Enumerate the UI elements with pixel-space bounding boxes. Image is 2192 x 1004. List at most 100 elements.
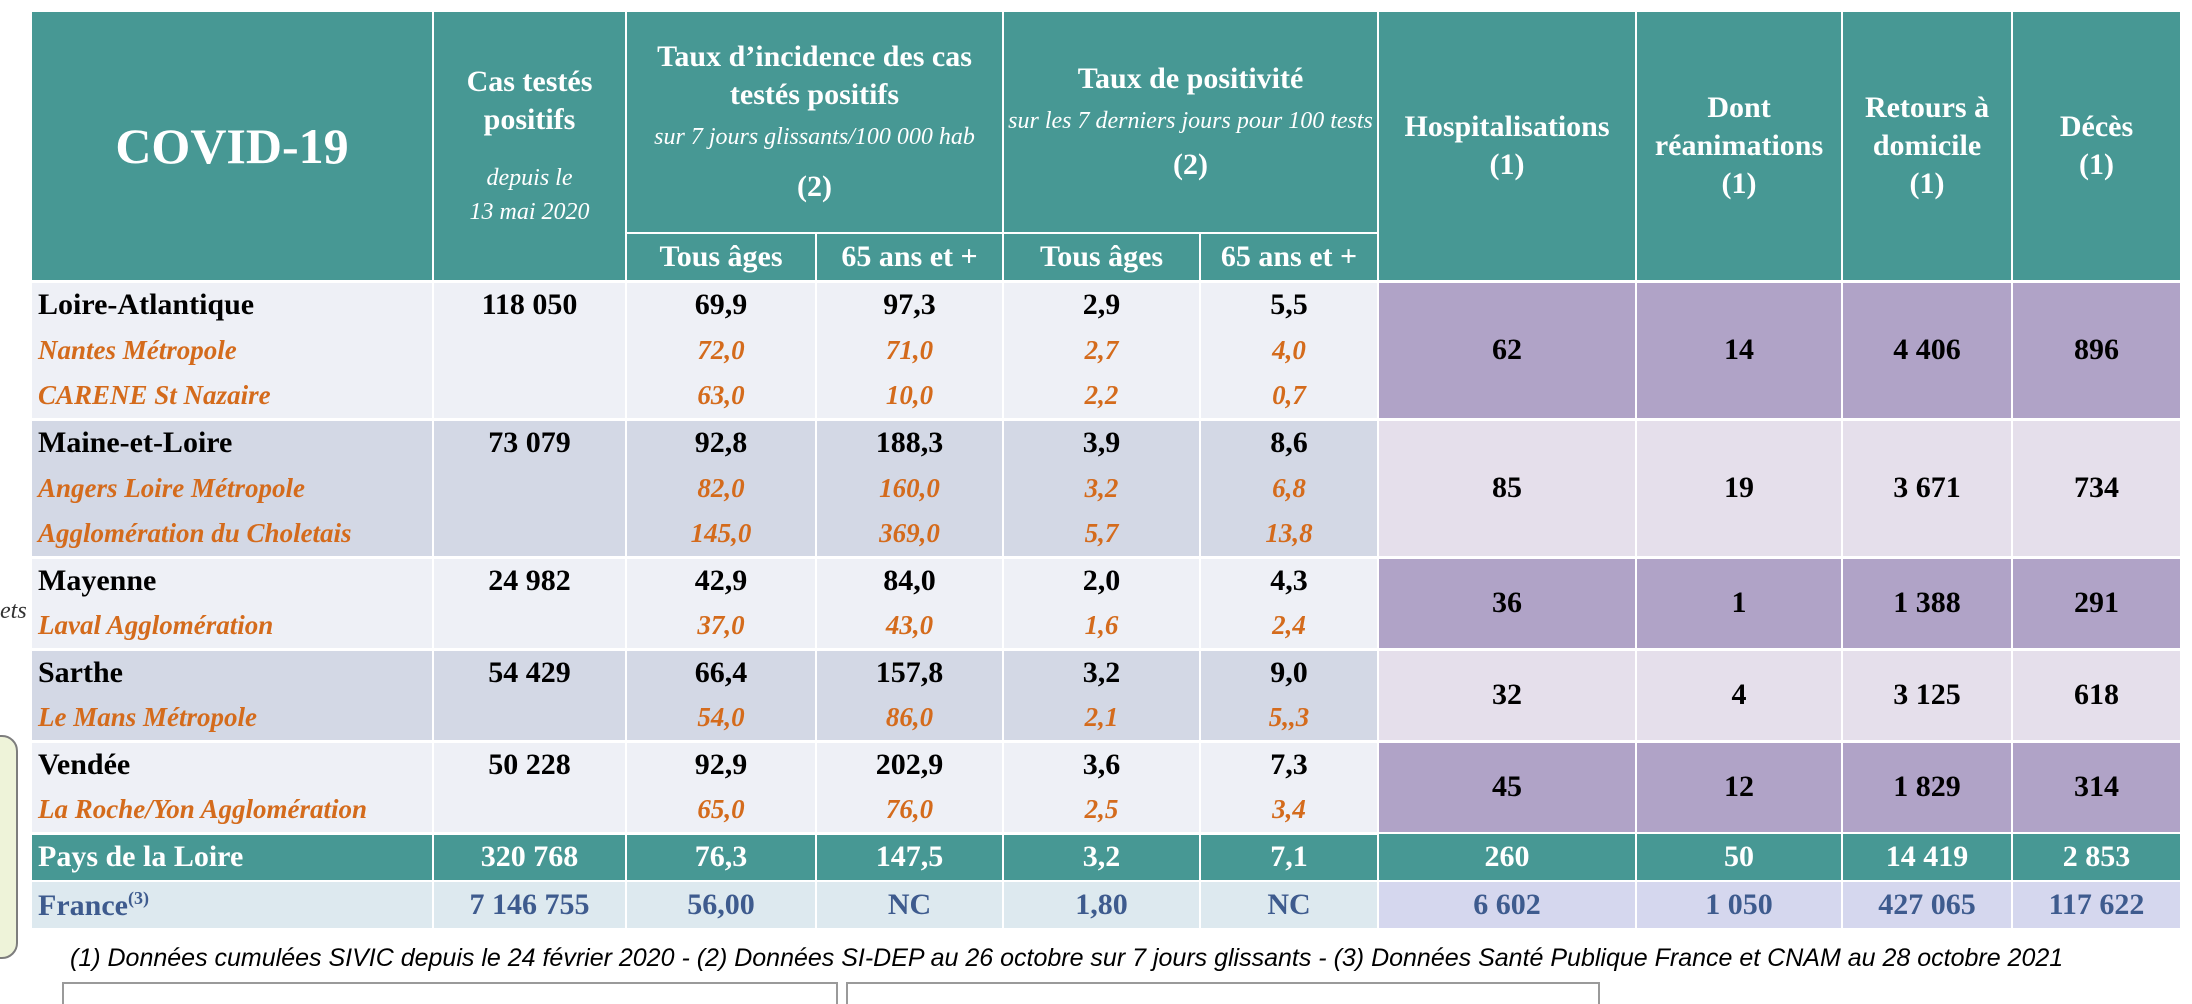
sub-name: Le Mans Métropole: [30, 695, 434, 743]
retours-value: 4 406: [1841, 279, 2014, 419]
deces-value: 896: [2011, 279, 2183, 419]
inc-65-value: 202,9: [814, 739, 1005, 787]
deces-value: 291: [2011, 555, 2183, 649]
inc-65-value: 157,8: [814, 647, 1005, 695]
header-incidence-note: (2): [797, 170, 832, 203]
table-title: COVID-19: [30, 10, 434, 282]
pos-65-value: 7,3: [1199, 739, 1380, 787]
cas-value: 54 429: [432, 647, 627, 695]
inc-65-value: 10,0: [814, 373, 1005, 421]
rea-value: 4: [1635, 647, 1844, 741]
header-retours-note: (1): [1909, 166, 1945, 200]
retours-value: 3 671: [1841, 417, 2014, 557]
subheader-pos-65: 65 ans et +: [1199, 232, 1380, 282]
header-retours-label: Retours à domicile: [1864, 90, 1990, 162]
header-incidence-label: Taux d’incidence des cas testés positifs: [657, 40, 972, 111]
pos-all-value: 2,0: [1002, 555, 1202, 603]
inc-65-value: 147,5: [814, 832, 1005, 882]
pos-65-value: 13,8: [1199, 511, 1380, 559]
france-name: France(3): [30, 880, 434, 930]
inc-all-value: 69,9: [625, 279, 817, 327]
hosp-value: 45: [1377, 739, 1638, 833]
header-positivite-sub: sur les 7 derniers jours pour 100 tests: [1008, 108, 1373, 134]
dept-name: Maine-et-Loire: [30, 417, 434, 465]
rea-value: 1 050: [1635, 880, 1844, 930]
inc-all-value: 56,00: [625, 880, 817, 930]
retours-value: 1 388: [1841, 555, 2014, 649]
cas-value: 118 050: [432, 279, 627, 327]
pos-all-value: 2,5: [1002, 787, 1202, 835]
pos-65-value: 6,8: [1199, 465, 1380, 511]
deces-value: 314: [2011, 739, 2183, 833]
header-cas-label: Cas testés positifs: [466, 64, 593, 136]
header-incidence-sub: sur 7 jours glissants/100 000 hab: [654, 124, 975, 150]
inc-all-value: 63,0: [625, 373, 817, 421]
pos-all-value: 1,6: [1002, 603, 1202, 651]
rea-value: 19: [1635, 417, 1844, 557]
header-positivite: Taux de positivité sur les 7 derniers jo…: [1002, 10, 1380, 234]
inc-65-value: 160,0: [814, 465, 1005, 511]
sub-name: Nantes Métropole: [30, 327, 434, 373]
table-row: Nantes Métropole 72,0 71,0 2,7 4,0: [30, 327, 2181, 373]
pos-all-value: 3,6: [1002, 739, 1202, 787]
empty-box-right: [846, 982, 1600, 1004]
pos-65-value: 4,0: [1199, 327, 1380, 373]
inc-all-value: 145,0: [625, 511, 817, 559]
inc-65-value: 188,3: [814, 417, 1005, 465]
retours-value: 427 065: [1841, 880, 2014, 930]
header-positivite-note: (2): [1173, 148, 1208, 181]
retours-value: 14 419: [1841, 832, 2014, 882]
pos-65-value: 2,4: [1199, 603, 1380, 651]
cas-value: 50 228: [432, 739, 627, 787]
deces-value: 734: [2011, 417, 2183, 557]
table-row: La Roche/Yon Agglomération 65,0 76,0 2,5…: [30, 787, 2181, 835]
header-deces: Décès (1): [2011, 10, 2183, 282]
hosp-value: 85: [1377, 417, 1638, 557]
inc-65-value: 97,3: [814, 279, 1005, 327]
pos-all-value: 2,9: [1002, 279, 1202, 327]
sub-name: Agglomération du Choletais: [30, 511, 434, 559]
pos-65-value: 5,,3: [1199, 695, 1380, 743]
pos-65-value: 5,5: [1199, 279, 1380, 327]
header-deces-label: Décès: [2059, 109, 2134, 143]
covid-table: COVID-19 Cas testés positifs depuis le 1…: [30, 10, 2183, 930]
france-row: France(3) 7 146 755 56,00 NC 1,80 NC 6 6…: [30, 880, 2183, 930]
table-row: Vendée 50 228 92,9 202,9 3,6 7,3 45 12 1…: [30, 739, 2183, 833]
inc-all-value: 76,3: [625, 832, 817, 882]
rea-value: 50: [1635, 832, 1844, 882]
pos-all-value: 1,80: [1002, 880, 1202, 930]
table-row: Mayenne 24 982 42,9 84,0 2,0 4,3 36 1 1 …: [30, 555, 2183, 649]
inc-all-value: 65,0: [625, 787, 817, 835]
cas-value: 7 146 755: [432, 880, 627, 930]
pos-65-value: 9,0: [1199, 647, 1380, 695]
pos-all-value: 3,2: [1002, 832, 1202, 882]
cas-value: 320 768: [432, 832, 627, 882]
table-row: Loire-Atlantique 118 050 69,9 97,3 2,9 5…: [30, 279, 2183, 419]
empty-box-left: [62, 982, 838, 1004]
table-row: Maine-et-Loire 73 079 92,8 188,3 3,9 8,6…: [30, 417, 2183, 557]
inc-all-value: 54,0: [625, 695, 817, 743]
header-retours: Retours à domicile (1): [1841, 10, 2014, 282]
inc-65-value: 43,0: [814, 603, 1005, 651]
header-cas-testes: Cas testés positifs depuis le 13 mai 202…: [432, 10, 627, 282]
dept-name: Loire-Atlantique: [30, 279, 434, 327]
inc-65-value: 369,0: [814, 511, 1005, 559]
pos-all-value: 2,2: [1002, 373, 1202, 421]
inc-65-value: 86,0: [814, 695, 1005, 743]
cas-value: 24 982: [432, 555, 627, 603]
header-rea-note: (1): [1721, 166, 1757, 200]
rea-value: 12: [1635, 739, 1844, 833]
deces-value: 117 622: [2011, 880, 2183, 930]
pos-all-value: 3,2: [1002, 647, 1202, 695]
cas-value: 73 079: [432, 417, 627, 465]
rea-value: 1: [1635, 555, 1844, 649]
deces-value: 618: [2011, 647, 2183, 741]
subheader-inc-tous-ages: Tous âges: [625, 232, 817, 282]
inc-65-value: 84,0: [814, 555, 1005, 603]
pos-65-value: NC: [1199, 880, 1380, 930]
sub-name: Angers Loire Métropole: [30, 465, 434, 511]
header-hosp-note: (1): [1489, 147, 1525, 181]
sub-name: Laval Agglomération: [30, 603, 434, 651]
header-positivite-label: Taux de positivité: [1077, 62, 1304, 95]
hosp-value: 6 602: [1377, 880, 1638, 930]
